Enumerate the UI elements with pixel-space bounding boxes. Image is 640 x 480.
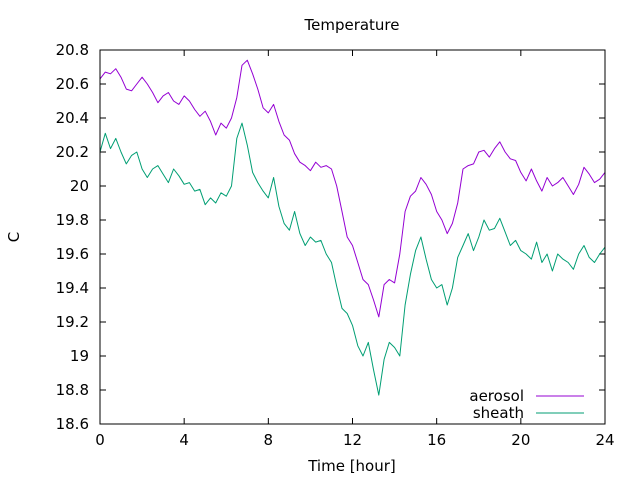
x-tick-label: 16: [427, 431, 446, 449]
x-tick-label: 24: [595, 431, 614, 449]
plot-frame: [99, 49, 606, 425]
series-lines: [99, 59, 606, 396]
y-tick-label: 18.6: [56, 415, 89, 433]
x-tick-label: 4: [179, 431, 189, 449]
axis-tick-labels: 0 4 8 12 16 20 24 18.6 18.8 19 19.2 19.4 19.6 19.8 20 2…: [56, 41, 615, 449]
y-tick-label: 20.2: [56, 143, 89, 161]
x-tick-label: 12: [343, 431, 362, 449]
series-line-sheath: [99, 122, 606, 396]
y-tick-label: 19.6: [56, 245, 89, 263]
y-tick-label: 20.6: [56, 75, 89, 93]
y-tick-label: 20.4: [56, 109, 89, 127]
y-tick-label: 18.8: [56, 381, 89, 399]
y-tick-label: 20: [70, 177, 89, 195]
y-tick-label: 19.2: [56, 313, 89, 331]
x-axis-label: Time [hour]: [307, 457, 396, 475]
chart-title: Temperature: [303, 16, 399, 34]
series-line-aerosol: [99, 59, 606, 318]
y-tick-label: 19.4: [56, 279, 89, 297]
legend-label-sheath: sheath: [473, 404, 524, 422]
x-tick-label: 8: [264, 431, 274, 449]
y-tick-label: 19: [70, 347, 89, 365]
x-tick-label: 0: [95, 431, 105, 449]
x-tick-label: 20: [511, 431, 530, 449]
axis-ticks: [99, 49, 606, 425]
y-tick-label: 19.8: [56, 211, 89, 229]
legend-label-aerosol: aerosol: [469, 387, 524, 405]
y-tick-label: 20.8: [56, 41, 89, 59]
y-axis-label: C: [5, 232, 23, 242]
